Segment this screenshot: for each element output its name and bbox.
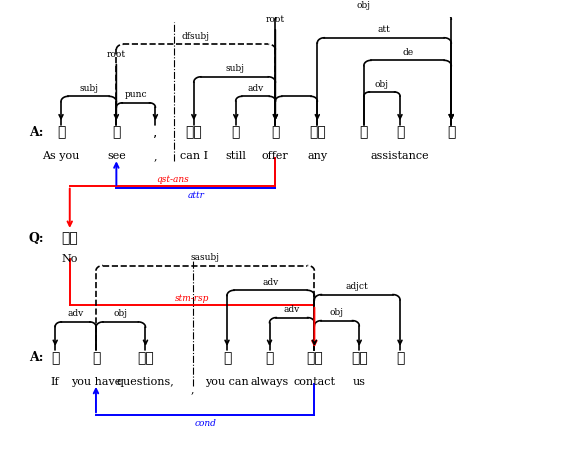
Text: questions,: questions, bbox=[116, 377, 175, 387]
Text: 看: 看 bbox=[112, 125, 121, 139]
Text: 如: 如 bbox=[51, 351, 59, 365]
Text: 有: 有 bbox=[271, 125, 279, 139]
Text: attr: attr bbox=[188, 191, 204, 200]
Text: subj: subj bbox=[225, 64, 244, 74]
Text: root: root bbox=[266, 15, 285, 25]
Text: att: att bbox=[378, 25, 390, 35]
Text: 我们: 我们 bbox=[351, 351, 368, 365]
Text: can I: can I bbox=[180, 151, 208, 161]
Text: ,: , bbox=[153, 151, 157, 161]
Text: punc: punc bbox=[125, 90, 147, 99]
Text: obj: obj bbox=[330, 308, 344, 317]
Text: qst-ans: qst-ans bbox=[156, 174, 189, 183]
Text: 什么: 什么 bbox=[309, 125, 326, 139]
Text: 可: 可 bbox=[223, 351, 231, 365]
Text: adjct: adjct bbox=[346, 282, 369, 291]
Text: Q:: Q: bbox=[29, 232, 45, 245]
Text: 小妹: 小妹 bbox=[185, 125, 202, 139]
Text: 问题: 问题 bbox=[137, 351, 154, 365]
Text: offer: offer bbox=[262, 151, 289, 161]
Text: root: root bbox=[107, 50, 126, 59]
Text: No: No bbox=[62, 254, 78, 265]
Text: subj: subj bbox=[79, 84, 98, 93]
Text: adv: adv bbox=[284, 305, 300, 314]
Text: A:: A: bbox=[29, 351, 44, 365]
Text: obj: obj bbox=[356, 1, 370, 10]
Text: adv: adv bbox=[263, 278, 279, 287]
Text: 有: 有 bbox=[92, 351, 100, 365]
Text: any: any bbox=[308, 151, 328, 161]
Text: obj: obj bbox=[113, 310, 128, 318]
Text: de: de bbox=[402, 48, 413, 57]
Text: 的: 的 bbox=[447, 125, 456, 139]
Text: dfsubj: dfsubj bbox=[182, 32, 210, 41]
Text: sasubj: sasubj bbox=[191, 253, 220, 262]
Text: you can: you can bbox=[205, 377, 249, 387]
Text: adv: adv bbox=[248, 84, 263, 93]
Text: 唷: 唷 bbox=[396, 351, 404, 365]
Text: If: If bbox=[51, 377, 59, 387]
Text: 联系: 联系 bbox=[306, 351, 323, 365]
Text: A:: A: bbox=[29, 126, 44, 139]
Text: 您: 您 bbox=[396, 125, 404, 139]
Text: ,: , bbox=[191, 384, 195, 394]
Text: stm-rsp: stm-rsp bbox=[175, 294, 209, 303]
Text: you have: you have bbox=[71, 377, 121, 387]
Text: As you: As you bbox=[42, 151, 80, 161]
Text: assistance: assistance bbox=[370, 151, 429, 161]
Text: 您: 您 bbox=[57, 125, 65, 139]
Text: us: us bbox=[353, 377, 366, 387]
Text: obj: obj bbox=[375, 79, 389, 89]
Text: cond: cond bbox=[194, 419, 216, 428]
Text: ,: , bbox=[153, 125, 158, 139]
Text: 再: 再 bbox=[265, 351, 274, 365]
Text: 帮: 帮 bbox=[360, 125, 368, 139]
Text: always: always bbox=[250, 377, 289, 387]
Text: contact: contact bbox=[293, 377, 335, 387]
Text: 没有: 没有 bbox=[61, 232, 78, 246]
Text: 还: 还 bbox=[232, 125, 240, 139]
Text: see: see bbox=[107, 151, 126, 161]
Text: still: still bbox=[225, 151, 246, 161]
Text: adv: adv bbox=[68, 310, 83, 318]
